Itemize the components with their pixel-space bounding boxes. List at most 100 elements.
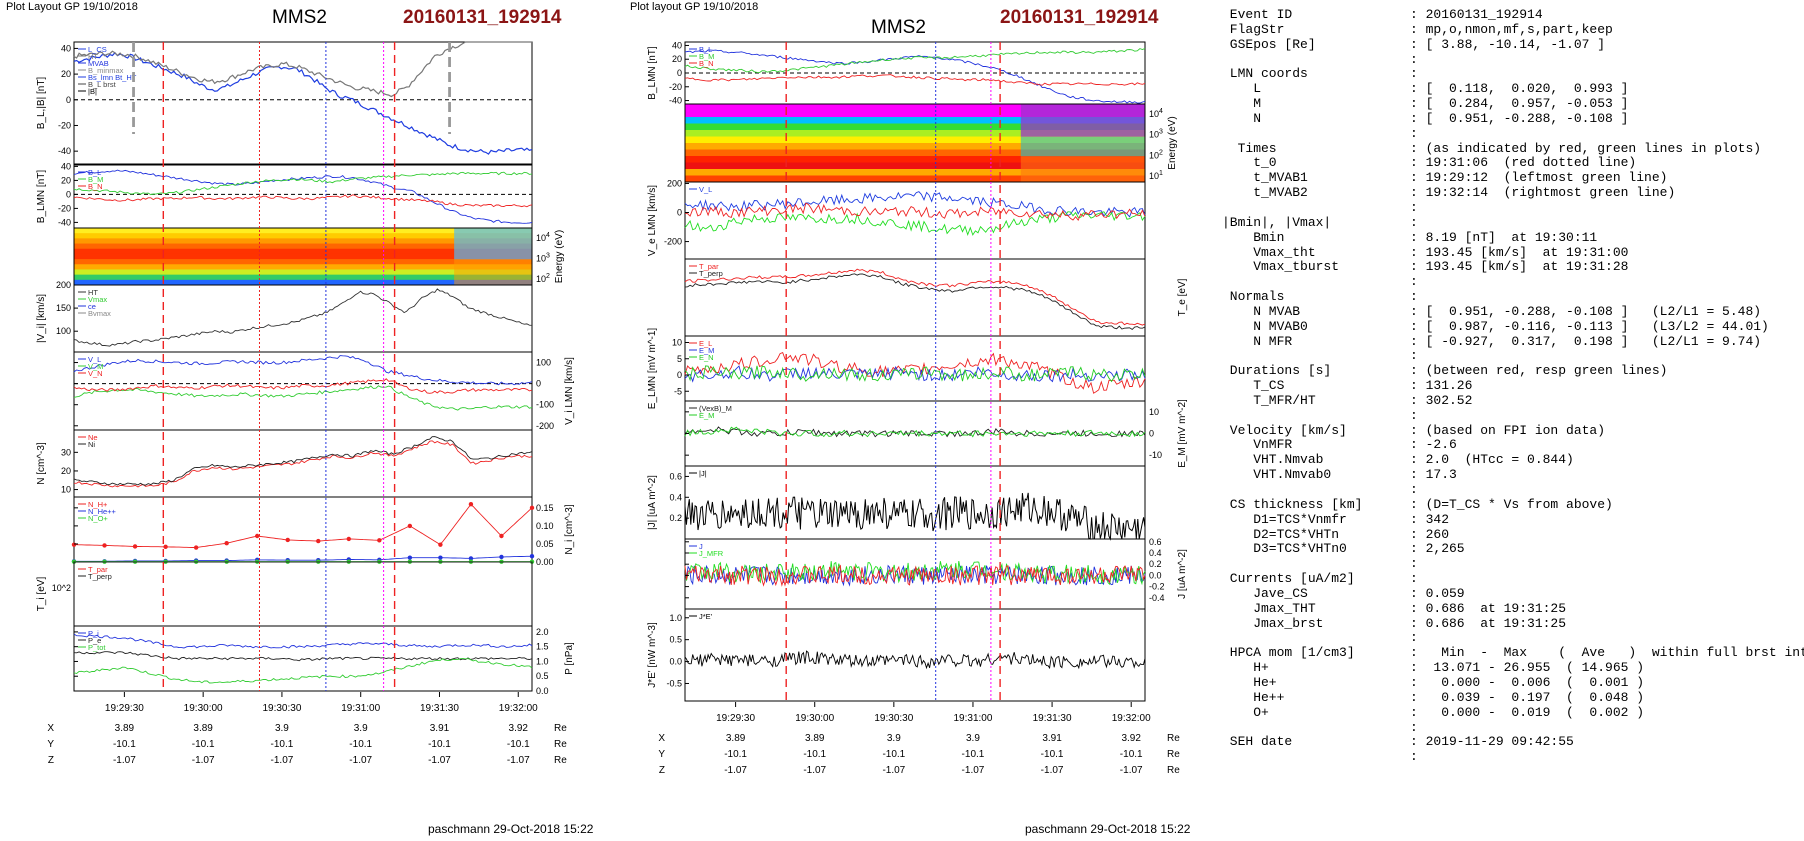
position-value: -10.1 bbox=[882, 749, 905, 760]
position-value: -1.07 bbox=[1041, 765, 1064, 776]
position-value: -10.1 bbox=[428, 739, 451, 750]
y-tick-label: -200 bbox=[536, 421, 554, 431]
series-V_N bbox=[73, 378, 533, 394]
legend-label: Vmax bbox=[88, 295, 107, 304]
info-row: Currents [uA/m2]: bbox=[1222, 571, 1804, 587]
legend-label: Ni bbox=[88, 440, 95, 449]
legend-label: |B| bbox=[88, 87, 97, 96]
spectrogram-band bbox=[685, 175, 1145, 183]
y-axis-label: |J| [uA m^-2] bbox=[647, 475, 658, 530]
position-value: -10.1 bbox=[192, 739, 215, 750]
series-B_L bbox=[73, 169, 533, 224]
position-value: -10.1 bbox=[507, 739, 530, 750]
position-value: 3.92 bbox=[1121, 733, 1141, 744]
marker-point bbox=[346, 536, 351, 542]
info-value: : bbox=[1410, 719, 1418, 735]
left-footer: paschmann 29-Oct-2018 15:22 bbox=[428, 822, 594, 836]
info-key: N MFR bbox=[1222, 333, 1293, 349]
y-tick-label: 0.00 bbox=[536, 557, 554, 567]
series-Ne bbox=[73, 440, 533, 488]
y-tick-label: 0.6 bbox=[1149, 537, 1162, 547]
y-tick-label: -0.2 bbox=[1149, 582, 1165, 592]
info-key: Normals bbox=[1222, 289, 1285, 305]
y-tick-label: 100 bbox=[56, 326, 71, 336]
y-axis-label: Energy (eV) bbox=[1167, 116, 1178, 169]
panel-frame bbox=[684, 335, 1146, 402]
position-value: 3.89 bbox=[115, 723, 135, 734]
y-tick-label: -20 bbox=[58, 203, 71, 213]
info-value: : -2.6 bbox=[1410, 437, 1457, 453]
info-value: : bbox=[1410, 482, 1418, 497]
y-tick-label: -20 bbox=[58, 120, 71, 130]
info-row: T_MFR/HT: 302.52 bbox=[1222, 392, 1804, 409]
position-value: -10.1 bbox=[271, 739, 294, 750]
info-key: Event ID bbox=[1222, 7, 1293, 22]
series-T_perp bbox=[684, 273, 1146, 330]
legend-label: B_M bbox=[88, 175, 103, 184]
y-tick-label: 103 bbox=[1149, 129, 1163, 140]
y-tick-label: 0.5 bbox=[669, 635, 682, 645]
info-key: Currents [uA/m2] bbox=[1222, 571, 1355, 587]
marker-point bbox=[285, 537, 290, 543]
info-key: GSEpos [Re] bbox=[1222, 36, 1316, 52]
series-E_N bbox=[684, 352, 1146, 394]
y-tick-label: 0 bbox=[1149, 429, 1154, 439]
info-value: : bbox=[1410, 571, 1418, 587]
info-value: : bbox=[1410, 348, 1418, 364]
position-row-name: Z bbox=[48, 755, 54, 766]
spectrogram-band bbox=[74, 279, 532, 286]
info-key: D1=TCS*Vnmfr bbox=[1222, 511, 1347, 527]
legend-label: T_par bbox=[88, 565, 108, 574]
spectrogram-region bbox=[1020, 104, 1145, 137]
y-tick-label: 30 bbox=[61, 447, 71, 457]
panel-frame bbox=[73, 429, 533, 498]
legend-label: |J| bbox=[699, 469, 707, 478]
y-axis-label: B_L,|B| [nT] bbox=[36, 77, 47, 130]
position-value: -10.1 bbox=[113, 739, 136, 750]
info-key: N MVAB0 bbox=[1222, 318, 1308, 334]
legend-label: N_O+ bbox=[88, 514, 108, 523]
info-row: SEH date: 2019-11-29 09:42:55 bbox=[1222, 734, 1804, 750]
legend-label: V_M bbox=[88, 362, 103, 371]
y-tick-label: 200 bbox=[56, 280, 71, 290]
info-value: : bbox=[1410, 630, 1418, 646]
legend-label: V_L bbox=[699, 185, 712, 194]
legend-label: P_e bbox=[88, 636, 101, 645]
spectrogram-band bbox=[74, 264, 532, 270]
y-tick-label: 150 bbox=[56, 303, 71, 313]
position-value: -1.07 bbox=[271, 755, 294, 766]
y-tick-label: 0.10 bbox=[536, 521, 554, 531]
info-key: T_MFR/HT bbox=[1222, 392, 1316, 408]
position-value: -1.07 bbox=[113, 755, 136, 766]
panel-frame bbox=[684, 258, 1146, 337]
y-tick-label: 10 bbox=[61, 485, 71, 495]
panel-left-ViLMN: 100 0 -100 -200 V_i LMN [km/s] V_LV_MV_N bbox=[73, 351, 575, 431]
info-row: Normals: bbox=[1222, 289, 1804, 305]
marker-point bbox=[224, 541, 229, 546]
panel-left-spectrogram: 104 103 102 Energy (eV) bbox=[73, 227, 565, 286]
info-row: CS thickness [km]: (D=T_CS * Vs from abo… bbox=[1222, 496, 1804, 513]
y-tick-label: 0.5 bbox=[536, 671, 549, 681]
series-B_M bbox=[684, 48, 1146, 74]
marker-point bbox=[438, 555, 443, 560]
series-P_B bbox=[73, 633, 533, 649]
panel-frame bbox=[684, 465, 1146, 540]
info-value: : (D=T_CS * Vs from above) bbox=[1410, 496, 1613, 512]
marker-point bbox=[132, 544, 138, 549]
marker-point bbox=[193, 545, 199, 550]
series-Ni bbox=[73, 436, 533, 486]
y-axis-label: V_e LMN [km/s] bbox=[647, 185, 658, 256]
info-row: : bbox=[1222, 274, 1804, 290]
info-key: Bmin bbox=[1222, 229, 1285, 245]
info-row: : bbox=[1222, 349, 1804, 364]
info-value: : 0.000 - 0.019 ( 0.002 ) bbox=[1410, 704, 1645, 720]
info-row: VnMFR: -2.6 bbox=[1222, 438, 1804, 453]
series-J*E' bbox=[684, 650, 1146, 670]
y-tick-label: 40 bbox=[672, 40, 682, 50]
info-key: H+ bbox=[1222, 660, 1269, 676]
legend-label: HT bbox=[88, 52, 98, 61]
info-row: He++: 0.039 - 0.197 ( 0.048 ) bbox=[1222, 690, 1804, 706]
y-tick-label: 5 bbox=[677, 354, 682, 364]
panel-right-BLMN: 40 20 0 -20 -40 B_LMN [nT] B_LB_MB_N bbox=[647, 40, 1146, 106]
